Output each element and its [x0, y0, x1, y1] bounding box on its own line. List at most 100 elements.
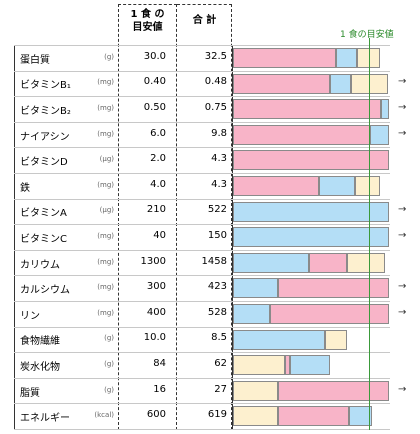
- total-value: 619: [207, 409, 227, 421]
- target-value: 2.0: [150, 153, 166, 165]
- nutrient-name: 鉄: [20, 182, 30, 194]
- row-line: [14, 352, 390, 354]
- bar-segment: [233, 48, 337, 68]
- bar-segment: [329, 73, 352, 94]
- total-value: 423: [207, 281, 227, 293]
- nutrient-name: 蛋白質: [20, 54, 50, 66]
- total-value: 150: [207, 230, 227, 241]
- bar-segment: [325, 329, 348, 350]
- row-line: [14, 70, 390, 72]
- bar-segment: [233, 176, 319, 196]
- target-value: 1300: [140, 255, 166, 267]
- total-value: 8.5: [211, 332, 227, 344]
- nutrient-name: ナイアシン: [20, 131, 70, 143]
- total-value: 4.3: [211, 153, 227, 165]
- bar-segment: [355, 176, 380, 196]
- bar-segment: [277, 380, 390, 401]
- nutrient-name: カリウム: [20, 259, 60, 271]
- target-value: 6.0: [150, 127, 166, 139]
- total-value: 27: [214, 383, 227, 395]
- bar-segment: [233, 252, 310, 273]
- nutrient-name: エネルギー: [20, 413, 70, 425]
- bar-segment: [233, 150, 390, 171]
- bar-segment: [269, 304, 390, 324]
- overflow-arrow: →: [398, 102, 407, 113]
- bar-segment: [370, 124, 390, 145]
- target-value: 40: [153, 230, 166, 241]
- row-line: [14, 301, 390, 302]
- unit: (mg): [97, 104, 114, 112]
- bar-segment: [348, 406, 372, 427]
- bar-segment: [233, 304, 270, 324]
- target-value: 4.0: [150, 178, 166, 190]
- overflow-arrow: →: [398, 383, 407, 395]
- bar-axis: [232, 45, 233, 430]
- unit: (μg): [99, 206, 114, 215]
- target-value: 16: [153, 383, 166, 395]
- unit: (kcal): [94, 411, 114, 420]
- nutrient-name: 脂質: [20, 387, 40, 399]
- target-value: 0.50: [143, 102, 166, 113]
- overflow-arrow: →: [398, 306, 407, 318]
- target-value: 84: [153, 358, 166, 369]
- total-value: 62: [214, 358, 227, 369]
- total-value: 528: [207, 306, 227, 318]
- reference-legend: 1 食の目安値: [340, 30, 394, 40]
- overflow-arrow: →: [398, 281, 407, 293]
- unit: (mg): [97, 180, 114, 189]
- unit: (mg): [97, 78, 114, 87]
- unit: (mg): [97, 257, 114, 266]
- row-line: [14, 96, 390, 98]
- target-value: 210: [146, 204, 166, 216]
- bar-segment: [233, 99, 382, 120]
- row-line: [14, 377, 390, 379]
- unit: (mg): [97, 283, 114, 292]
- overflow-arrow: →: [398, 127, 407, 139]
- bar-segment: [356, 48, 380, 68]
- unit: (μg): [99, 155, 114, 164]
- row-line: [14, 45, 390, 46]
- bar-segment: [233, 73, 330, 94]
- nutrient-name: 食物繊維: [20, 336, 60, 348]
- bar-segment: [233, 380, 278, 401]
- unit: (mg): [97, 129, 114, 138]
- row-line: [14, 121, 390, 123]
- nutrient-name: カルシウム: [20, 285, 70, 297]
- bar-segment: [233, 406, 278, 427]
- unit: (g): [104, 360, 114, 368]
- overflow-arrow: →: [398, 204, 407, 216]
- bar-segment: [233, 227, 390, 248]
- bar-segment: [347, 252, 386, 273]
- total-value: 522: [207, 204, 227, 216]
- total-value: 4.3: [211, 178, 227, 190]
- bar-segment: [277, 406, 349, 427]
- target-header: 1 食 の 目安値: [130, 9, 165, 33]
- row-line: [14, 249, 390, 251]
- row-line: [14, 275, 390, 277]
- bar-segment: [233, 329, 326, 350]
- unit: (g): [104, 385, 114, 394]
- bar-segment: [277, 278, 390, 299]
- bar-segment: [233, 355, 285, 376]
- bar-segment: [284, 355, 291, 376]
- total-value: 1458: [201, 255, 227, 267]
- bar-segment: [233, 201, 390, 222]
- nutrient-name: ビタミンA: [20, 208, 67, 220]
- nutrient-name: 炭水化物: [20, 362, 60, 373]
- unit: (mg): [97, 232, 114, 240]
- target-value: 10.0: [143, 332, 166, 344]
- row-line: [14, 403, 390, 405]
- target-value: 0.40: [143, 76, 166, 88]
- nutrient-name: ビタミンD: [20, 157, 68, 169]
- bar-segment: [336, 48, 357, 68]
- bar-segment: [318, 176, 356, 196]
- nutrient-name: ビタミンB₁: [20, 80, 71, 92]
- row-line: [14, 147, 390, 149]
- total-value: 0.48: [204, 76, 227, 88]
- bar-segment: [290, 355, 330, 376]
- nutrient-name: ビタミンC: [20, 234, 67, 245]
- bar-segment: [233, 124, 371, 145]
- target-value: 400: [146, 306, 166, 318]
- total-header: 合 計: [192, 15, 217, 26]
